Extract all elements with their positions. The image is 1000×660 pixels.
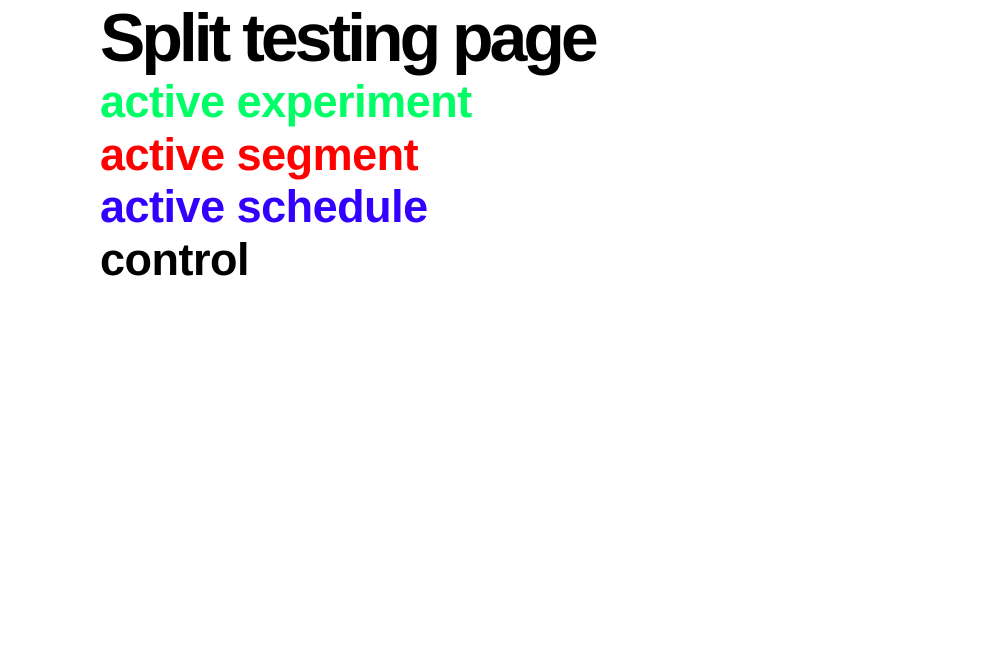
split-testing-page: Split testing page active experiment act… [100,0,980,286]
variant-control: control [100,233,250,285]
variant-list: active experiment active segment active … [100,76,980,286]
variant-active-experiment: active experiment [100,76,472,127]
variant-active-schedule: active schedule [100,181,428,232]
page-title: Split testing page [100,0,599,76]
variant-active-segment: active segment [100,128,419,180]
